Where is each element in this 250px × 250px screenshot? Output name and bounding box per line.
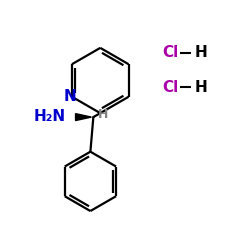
Text: N: N xyxy=(64,89,76,104)
Polygon shape xyxy=(76,114,92,120)
Text: Cl: Cl xyxy=(162,45,179,60)
Text: H₂N: H₂N xyxy=(34,108,66,124)
Text: H: H xyxy=(194,45,207,60)
Text: H: H xyxy=(98,108,108,120)
Text: H: H xyxy=(194,80,207,95)
Text: Cl: Cl xyxy=(162,80,179,95)
